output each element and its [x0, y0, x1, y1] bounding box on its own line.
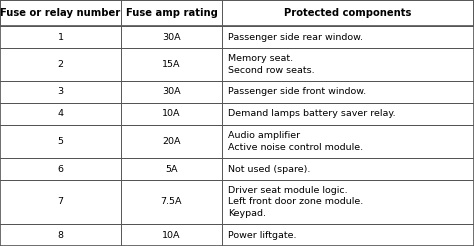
- Text: Protected components: Protected components: [284, 8, 411, 18]
- Text: Power liftgate.: Power liftgate.: [228, 231, 296, 240]
- Text: 20A: 20A: [162, 137, 181, 146]
- Text: 5: 5: [57, 137, 64, 146]
- Text: 7: 7: [57, 198, 64, 206]
- Text: 8: 8: [57, 231, 64, 240]
- Text: Passenger side front window.: Passenger side front window.: [228, 88, 366, 96]
- Text: Demand lamps battery saver relay.: Demand lamps battery saver relay.: [228, 109, 395, 119]
- Text: 1: 1: [57, 32, 64, 42]
- Text: 10A: 10A: [162, 109, 181, 119]
- Text: 5A: 5A: [165, 165, 178, 173]
- Text: 6: 6: [57, 165, 64, 173]
- Text: Driver seat module logic.
Left front door zone module.
Keypad.: Driver seat module logic. Left front doo…: [228, 186, 363, 218]
- Text: 2: 2: [57, 60, 64, 69]
- Text: Not used (spare).: Not used (spare).: [228, 165, 310, 173]
- Text: Fuse amp rating: Fuse amp rating: [126, 8, 218, 18]
- Text: 4: 4: [57, 109, 64, 119]
- Text: Memory seat.
Second row seats.: Memory seat. Second row seats.: [228, 54, 314, 75]
- Text: Passenger side rear window.: Passenger side rear window.: [228, 32, 363, 42]
- Text: Audio amplifier
Active noise control module.: Audio amplifier Active noise control mod…: [228, 131, 363, 152]
- Text: 15A: 15A: [162, 60, 181, 69]
- Text: Fuse or relay number: Fuse or relay number: [0, 8, 121, 18]
- Text: 10A: 10A: [162, 231, 181, 240]
- Text: 7.5A: 7.5A: [161, 198, 182, 206]
- Text: 3: 3: [57, 88, 64, 96]
- Text: 30A: 30A: [162, 88, 181, 96]
- Text: 30A: 30A: [162, 32, 181, 42]
